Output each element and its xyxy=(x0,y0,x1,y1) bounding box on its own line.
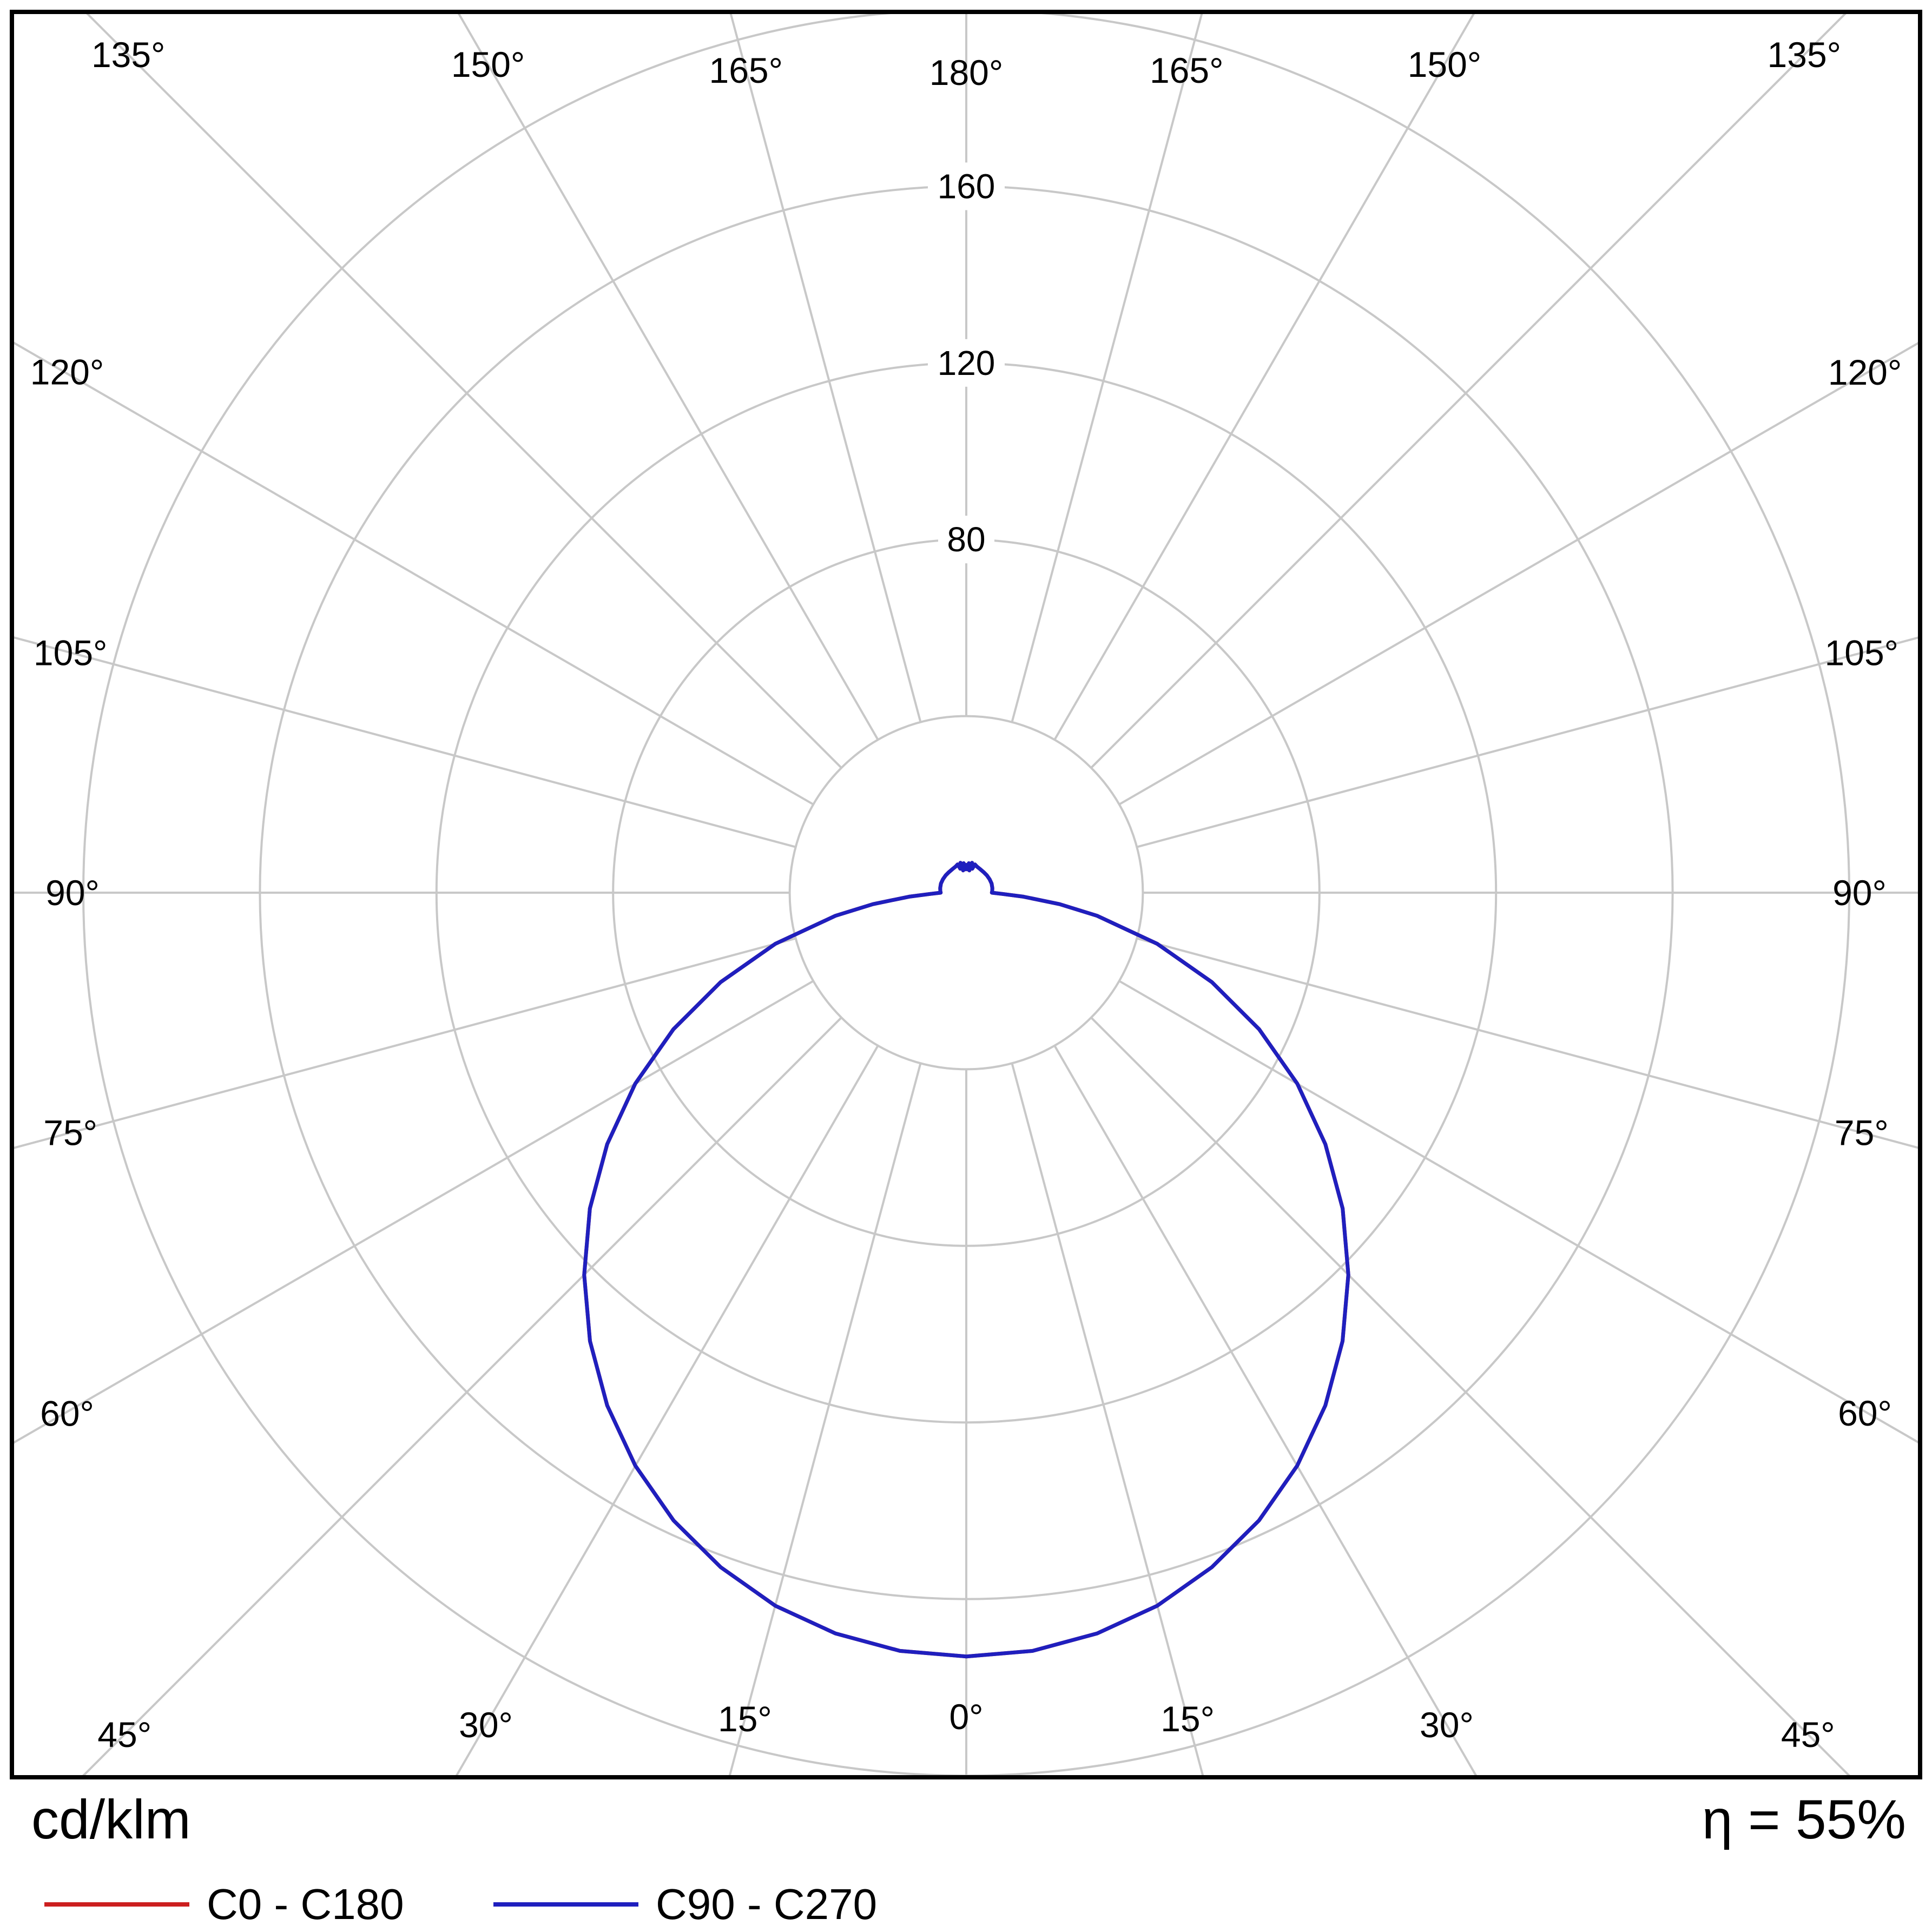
legend-item-c0-c180: C0 - C180 xyxy=(44,1878,404,1930)
legend-item-c90-c270: C90 - C270 xyxy=(493,1878,877,1930)
polar-grid-spoke xyxy=(1136,636,1920,848)
polar-grid-spoke xyxy=(728,1063,922,1777)
angle-label: 60° xyxy=(40,1393,94,1433)
polar-grid-spoke xyxy=(457,12,879,741)
angle-label: 45° xyxy=(1781,1715,1835,1755)
angle-label: 90° xyxy=(45,873,100,913)
angle-label: 120° xyxy=(1828,352,1902,392)
polar-grid-spoke xyxy=(1090,1017,1852,1777)
angle-label: 105° xyxy=(1825,633,1899,673)
polar-grid-spoke xyxy=(12,636,796,848)
angle-label: 75° xyxy=(1835,1112,1889,1152)
polar-grid-spoke xyxy=(12,980,814,1445)
radial-tick-label-bg xyxy=(938,516,994,564)
polar-grid-spoke xyxy=(1136,937,1920,1150)
chart-border xyxy=(10,10,1922,1779)
angle-label: 180° xyxy=(929,52,1004,93)
polar-grid-spoke xyxy=(1011,1063,1205,1777)
angle-label: 30° xyxy=(459,1705,513,1745)
polar-grid-circle xyxy=(788,715,1144,1071)
polar-grid-spoke xyxy=(12,340,814,806)
efficiency-label: η = 55% xyxy=(1702,1789,1906,1850)
chart-plot-area: 80 120 160 0° 15° 30° 45° 60° 75° 90° 105° 120° 135°… xyxy=(12,12,1920,1777)
polar-grid-spoke xyxy=(1053,12,1476,741)
angle-label: 15° xyxy=(718,1699,772,1739)
radial-tick-label: 80 xyxy=(947,520,985,559)
polar-grid-spoke xyxy=(1011,12,1204,723)
radial-tick-label: 160 xyxy=(938,167,995,206)
legend-line-c90-c270-swatch xyxy=(493,1902,638,1907)
angle-label: 15° xyxy=(1160,1699,1215,1739)
angle-label: 165° xyxy=(1150,50,1224,90)
angle-label: 120° xyxy=(30,352,104,392)
angle-label: 60° xyxy=(1838,1393,1892,1433)
radial-tick-label-bg xyxy=(928,339,1005,387)
polar-grid-spoke xyxy=(454,1045,879,1777)
angle-label: 90° xyxy=(1832,873,1887,913)
angle-label: 135° xyxy=(1768,35,1842,75)
polar-grid-spoke xyxy=(81,1017,842,1777)
polar-grid-spoke xyxy=(729,12,922,723)
legend-label-c90-c270: C90 - C270 xyxy=(656,1880,878,1928)
angle-label: 150° xyxy=(451,44,525,84)
angle-label: 45° xyxy=(97,1715,151,1755)
angle-label: 30° xyxy=(1420,1705,1474,1745)
polar-grid-spoke xyxy=(1118,341,1920,806)
angle-label: 135° xyxy=(91,35,166,75)
polar-grid-spoke xyxy=(12,937,796,1150)
angle-label: 0° xyxy=(949,1697,983,1737)
angle-label: 165° xyxy=(709,50,783,90)
legend-line-c0-c180-swatch xyxy=(44,1902,189,1907)
polar-grid-spoke xyxy=(84,12,842,769)
polar-grid-spoke xyxy=(1118,980,1920,1445)
angle-label: 75° xyxy=(43,1113,97,1153)
radial-tick-label: 120 xyxy=(938,344,995,383)
polar-grid-spoke xyxy=(1090,12,1848,769)
polar-grid-spoke xyxy=(1053,1045,1478,1777)
angle-label: 150° xyxy=(1408,44,1482,84)
angle-label: 105° xyxy=(34,632,108,672)
legend-label-c0-c180: C0 - C180 xyxy=(207,1880,404,1928)
radial-tick-label-bg xyxy=(928,162,1005,210)
series-curve-c90-c270 xyxy=(582,861,1350,1659)
units-label: cd/klm xyxy=(31,1789,191,1850)
